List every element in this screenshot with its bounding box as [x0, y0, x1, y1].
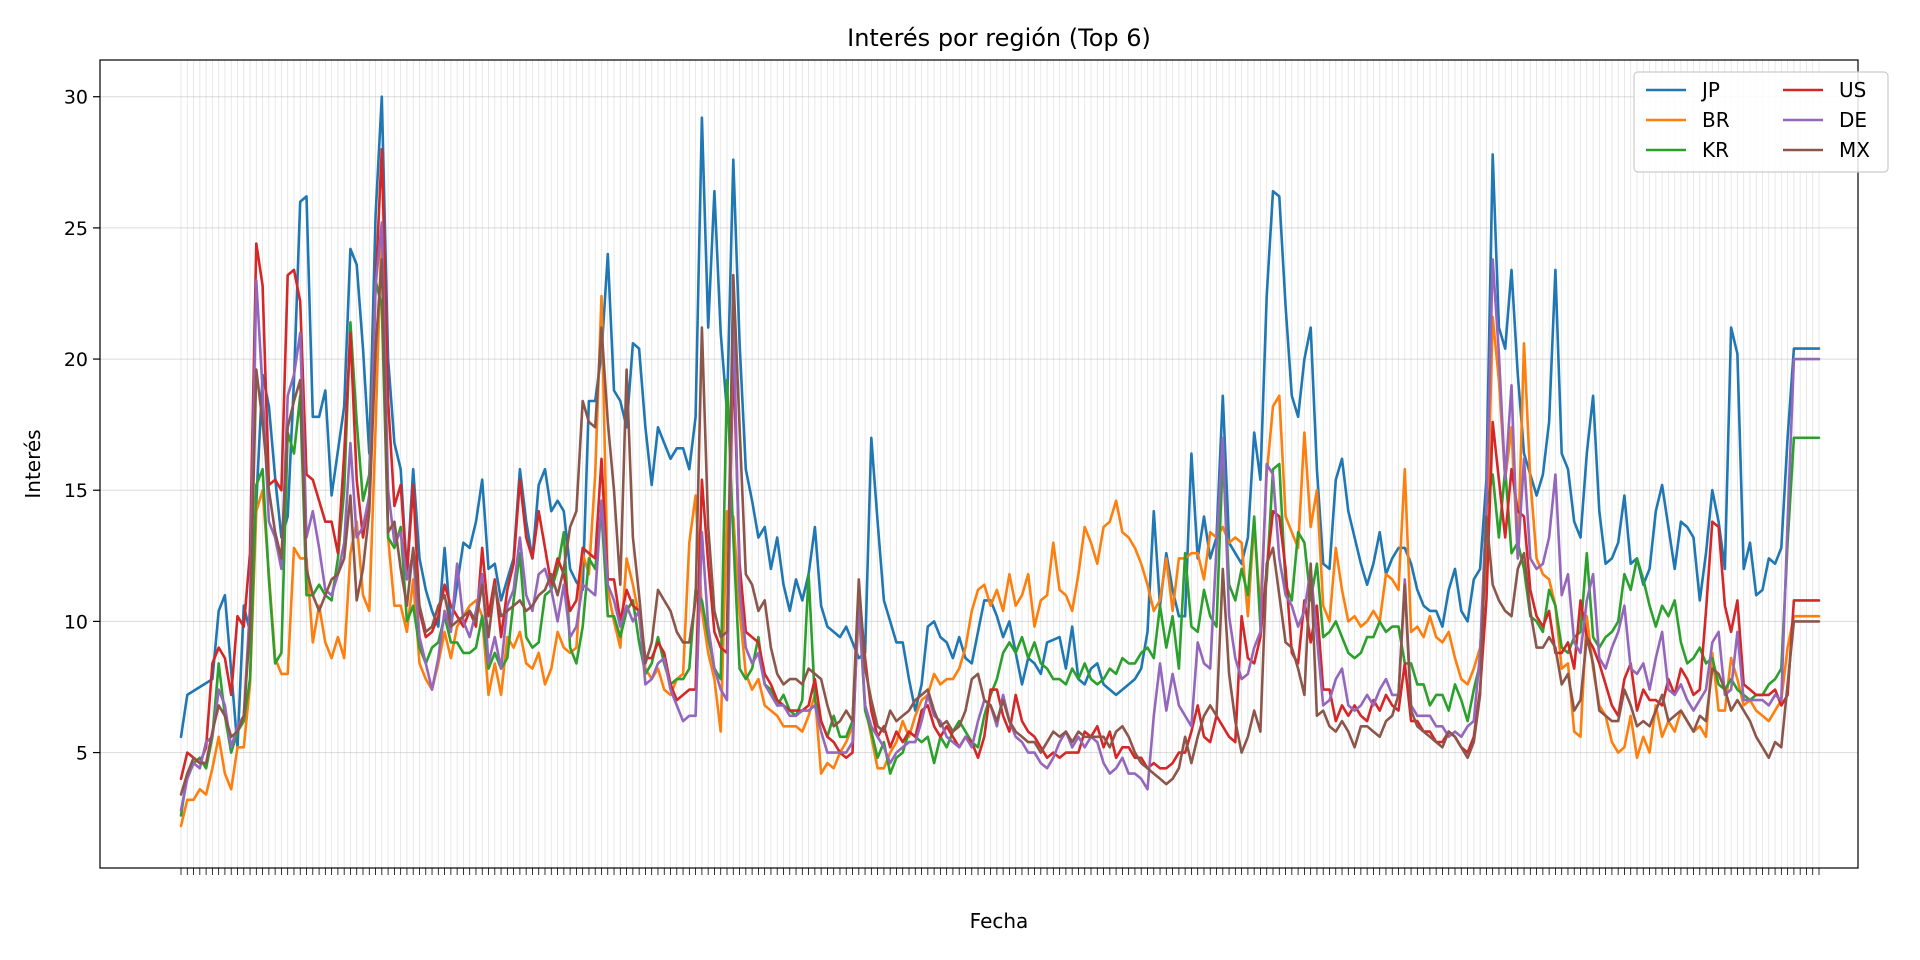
x-axis-label: Fecha — [970, 909, 1029, 933]
legend-label-br: BR — [1702, 108, 1730, 132]
plot-area-frame — [99, 59, 1859, 869]
y-tick-label: 25 — [64, 218, 88, 240]
series-line-kr — [179, 279, 1821, 817]
y-tick-label: 30 — [64, 87, 88, 109]
y-axis-ticks: 5 10 15 20 25 30 — [64, 87, 100, 765]
legend-label-jp: JP — [1700, 78, 1720, 102]
legend: JP BR KR US DE MX — [1633, 71, 1889, 173]
legend-label-kr: KR — [1702, 138, 1729, 162]
y-tick-label: 5 — [76, 743, 88, 765]
x-axis-ticks — [180, 868, 1820, 875]
series-line-mx — [179, 258, 1821, 796]
y-tick-label: 20 — [64, 349, 88, 371]
series-lines — [179, 95, 1821, 828]
legend-box — [1633, 71, 1889, 173]
legend-label-de: DE — [1839, 108, 1867, 132]
y-tick-label: 15 — [64, 480, 88, 502]
chart-title: Interés por región (Top 6) — [847, 24, 1151, 52]
legend-label-us: US — [1839, 78, 1866, 102]
y-axis-label: Interés — [21, 429, 45, 498]
y-tick-label: 10 — [64, 611, 88, 633]
legend-label-mx: MX — [1839, 138, 1870, 162]
